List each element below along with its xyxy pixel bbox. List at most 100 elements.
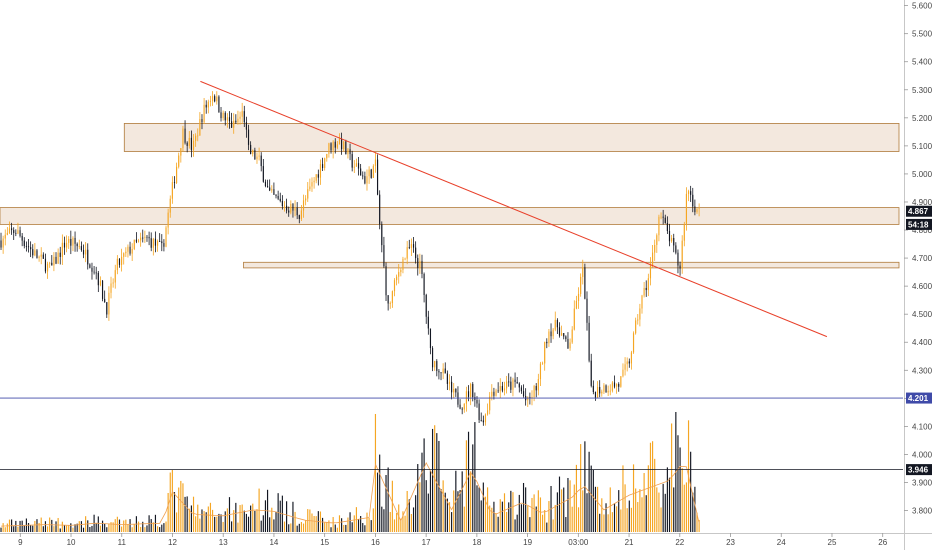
candle-body <box>252 150 254 154</box>
candle-body <box>592 385 594 392</box>
candles-layer <box>0 91 700 426</box>
volume-bar <box>152 522 154 532</box>
lines-layer <box>0 80 903 471</box>
candle-body <box>364 176 366 184</box>
volume-bar <box>404 515 406 532</box>
volume-bar <box>605 503 607 532</box>
candle-body <box>499 386 501 392</box>
y-tick-label: 5.600 <box>912 2 932 11</box>
candle-body <box>436 361 438 371</box>
candle-body <box>197 135 199 137</box>
candle-body <box>696 208 698 213</box>
candle-body <box>573 308 575 330</box>
candle-body <box>315 174 317 181</box>
x-tick-label: 18 <box>472 538 481 547</box>
volume-bar <box>692 492 694 532</box>
volume-bar <box>169 472 171 532</box>
candle-body <box>438 370 440 373</box>
volume-bar <box>286 501 288 532</box>
volume-bar <box>222 521 224 532</box>
candle-body <box>108 292 110 315</box>
volume-bar <box>188 508 190 532</box>
candle-body <box>467 391 470 397</box>
volume-bar <box>459 489 461 532</box>
zones-layer <box>0 123 900 269</box>
candle-body <box>27 246 30 248</box>
x-tick-label: 15 <box>320 538 329 547</box>
candle-body <box>474 397 476 400</box>
volume-bar <box>552 519 554 532</box>
price-badge-label: 4.201 <box>908 394 929 403</box>
candle-body <box>211 96 214 102</box>
candle-body <box>400 269 402 273</box>
volume-bar <box>586 493 588 532</box>
candle-body <box>514 379 516 382</box>
volume-bar <box>254 510 256 532</box>
candle-body <box>486 410 489 415</box>
volume-bar <box>82 527 85 532</box>
volume-bar <box>108 523 110 532</box>
volume-bar <box>561 489 563 532</box>
candle-body <box>161 241 163 244</box>
volume-bar <box>76 523 78 532</box>
volume-bar <box>514 519 516 532</box>
volume-bar <box>252 503 254 532</box>
volume-bar <box>156 526 159 532</box>
trendline[interactable] <box>200 80 828 338</box>
candle-body <box>319 164 322 178</box>
volume-bar <box>30 525 32 532</box>
volume-bar <box>264 500 267 532</box>
candle-body <box>561 333 563 336</box>
candle-body <box>470 384 472 397</box>
candle-body <box>396 276 398 281</box>
volume-bar <box>580 444 582 532</box>
volume-bar <box>300 522 302 532</box>
candle-body <box>184 128 186 143</box>
volume-bar <box>336 527 338 532</box>
y-tick-label: 4.500 <box>912 310 932 319</box>
candle-body <box>173 182 176 183</box>
candle-body <box>425 294 427 317</box>
zone-0 <box>123 123 900 152</box>
y-tick-label: 4.100 <box>912 422 932 431</box>
candle-body <box>351 154 353 168</box>
volume-bar <box>269 517 271 532</box>
candle-body <box>374 159 377 166</box>
volume-bar <box>582 490 584 532</box>
candle-body <box>101 280 104 299</box>
candle-body <box>57 252 59 264</box>
volume-bar <box>626 508 628 532</box>
candle-body <box>455 388 457 393</box>
candle-body <box>434 361 436 368</box>
volume-bar <box>32 525 34 532</box>
volume-bar <box>197 504 199 532</box>
candle-body <box>269 187 271 191</box>
candle-body <box>544 341 546 364</box>
candle-body <box>372 165 374 178</box>
volume-bar <box>385 475 387 532</box>
volume-bar <box>601 498 603 532</box>
candle-body <box>341 138 343 150</box>
candle-body <box>288 210 290 213</box>
x-tick-label: 10 <box>67 538 76 547</box>
candle-body <box>596 387 599 398</box>
candle-body <box>106 302 108 315</box>
volume-bar <box>480 500 482 532</box>
volume-bar <box>129 519 131 532</box>
volume-bar <box>233 510 235 532</box>
candle-body <box>165 227 167 247</box>
volume-bar <box>186 496 188 532</box>
volume-bar <box>61 521 63 532</box>
candle-body <box>624 364 626 370</box>
volume-bar <box>694 486 696 532</box>
candle-body <box>580 276 582 294</box>
candle-body <box>321 164 324 168</box>
candle-body <box>137 240 140 242</box>
candle-body <box>235 120 237 123</box>
volume-bar <box>112 522 114 532</box>
x-tick-label: 19 <box>523 538 532 547</box>
volume-bar <box>66 525 68 532</box>
volume-bar <box>53 526 55 532</box>
volume-bar <box>161 524 163 532</box>
